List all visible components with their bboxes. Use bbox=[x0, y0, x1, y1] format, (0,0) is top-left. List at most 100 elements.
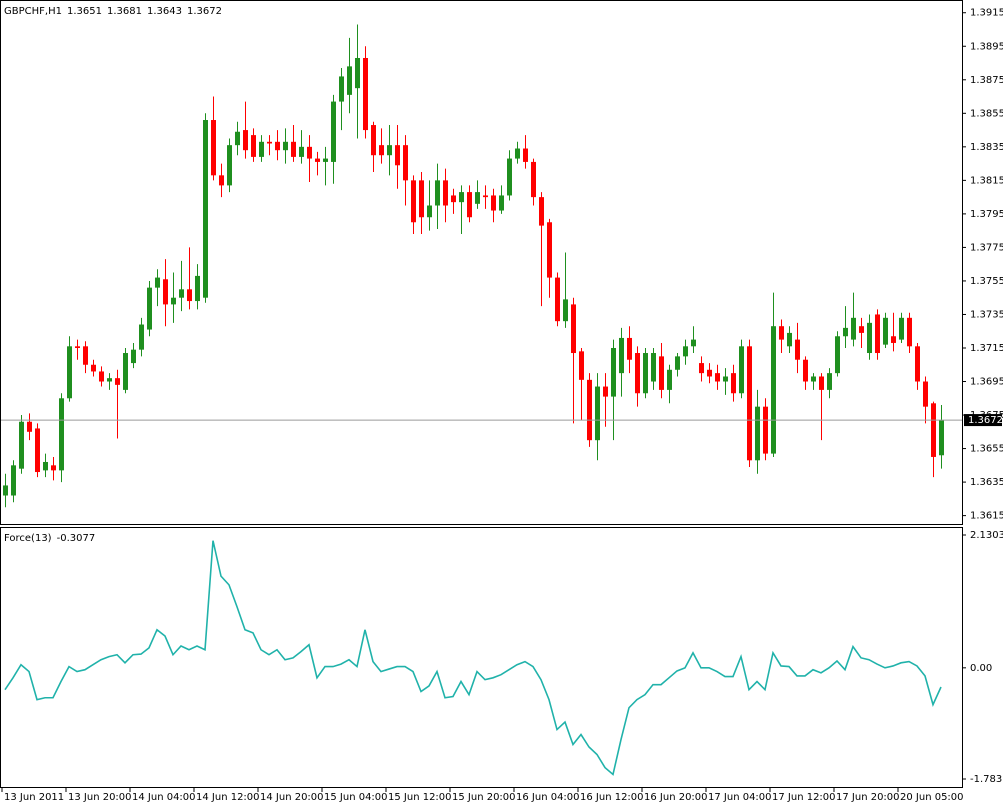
main-plot: 1.36151.36351.36551.36751.36951.37151.37… bbox=[1, 8, 1003, 522]
x-tick-label: 16 Jun 04:00 bbox=[516, 792, 580, 803]
candle-body bbox=[931, 403, 936, 457]
candle-body bbox=[99, 371, 104, 382]
candle-body bbox=[707, 369, 712, 377]
candle-body bbox=[739, 346, 744, 394]
y-tick-label: 1.3735 bbox=[970, 309, 1003, 320]
candle-body bbox=[251, 135, 256, 157]
candle-body bbox=[547, 222, 552, 278]
candle-body bbox=[467, 192, 472, 218]
candle-body bbox=[235, 131, 240, 146]
candle-body bbox=[171, 297, 176, 305]
candle-body bbox=[107, 378, 112, 382]
candle-body bbox=[323, 158, 328, 162]
x-tick-label: 14 Jun 04:00 bbox=[132, 792, 196, 803]
candle-body bbox=[659, 356, 664, 390]
candle-body bbox=[491, 195, 496, 211]
y-tick-label: -1.7831 bbox=[970, 774, 1003, 785]
candle-body bbox=[883, 317, 888, 345]
price-tag bbox=[964, 414, 1002, 427]
candle-body bbox=[603, 386, 608, 397]
y-tick-label: 1.3635 bbox=[970, 477, 1003, 488]
candle-body bbox=[227, 145, 232, 186]
candle-body bbox=[675, 356, 680, 370]
candle-body bbox=[219, 175, 224, 186]
candle-body bbox=[515, 148, 520, 159]
y-tick-label: 1.3715 bbox=[970, 343, 1003, 354]
y-tick-label: 1.3915 bbox=[970, 8, 1003, 19]
candle-body bbox=[507, 158, 512, 196]
candle-body bbox=[811, 376, 816, 382]
force-line bbox=[4, 540, 942, 776]
candle-body bbox=[907, 317, 912, 347]
candle-body bbox=[619, 337, 624, 374]
header-low: 1.3643 bbox=[147, 6, 182, 17]
candle-body bbox=[403, 145, 408, 181]
candle-body bbox=[115, 378, 120, 385]
x-tick-label: 15 Jun 04:00 bbox=[324, 792, 388, 803]
candle-body bbox=[691, 339, 696, 347]
candle-body bbox=[667, 369, 672, 390]
candle-body bbox=[923, 381, 928, 407]
indicator-last: -0.3077 bbox=[57, 533, 96, 544]
candle-body bbox=[195, 275, 200, 302]
candle-body bbox=[67, 346, 72, 399]
candle-body bbox=[443, 180, 448, 206]
x-tick-label: 17 Jun 04:00 bbox=[708, 792, 772, 803]
indicator-window bbox=[0, 527, 963, 788]
symbol-title: GBPCHF,H1 bbox=[4, 6, 62, 17]
candle-body bbox=[523, 148, 528, 162]
candle-body bbox=[339, 76, 344, 102]
candle-body bbox=[331, 101, 336, 162]
candle-body bbox=[123, 353, 128, 390]
x-tick-label: 15 Jun 20:00 bbox=[452, 792, 516, 803]
candle-body bbox=[411, 180, 416, 223]
x-tick-label: 14 Jun 12:00 bbox=[196, 792, 260, 803]
y-tick-label: 1.3835 bbox=[970, 142, 1003, 153]
x-tick-label: 16 Jun 20:00 bbox=[644, 792, 708, 803]
candle-body bbox=[139, 324, 144, 350]
candle-body bbox=[643, 353, 648, 394]
candle-body bbox=[803, 359, 808, 382]
candle-body bbox=[11, 465, 16, 496]
candle-body bbox=[795, 339, 800, 360]
x-tick-label: 20 Jun 05:00 bbox=[900, 792, 964, 803]
candle-body bbox=[315, 158, 320, 162]
candle-body bbox=[163, 279, 168, 305]
y-tick-label: 1.3795 bbox=[970, 209, 1003, 220]
candle-body bbox=[419, 180, 424, 218]
candle-body bbox=[459, 192, 464, 203]
candle-body bbox=[787, 332, 792, 347]
candle-body bbox=[75, 346, 80, 348]
candle-body bbox=[819, 376, 824, 390]
candle-body bbox=[771, 326, 776, 454]
candle-body bbox=[595, 386, 600, 441]
x-tick-label: 16 Jun 12:00 bbox=[580, 792, 644, 803]
candle-body bbox=[627, 337, 632, 360]
x-tick-label: 17 Jun 12:00 bbox=[772, 792, 836, 803]
candle-body bbox=[539, 197, 544, 226]
candle-body bbox=[747, 346, 752, 461]
candle-body bbox=[267, 141, 272, 144]
y-tick-label: 1.3695 bbox=[970, 377, 1003, 388]
candle-body bbox=[379, 145, 384, 156]
candle-body bbox=[835, 336, 840, 374]
indicator-title: Force(13) bbox=[4, 533, 52, 544]
header-open: 1.3651 bbox=[67, 6, 102, 17]
candle-body bbox=[579, 351, 584, 380]
header-close: 1.3672 bbox=[187, 6, 222, 17]
candle-body bbox=[187, 289, 192, 302]
candle-body bbox=[755, 406, 760, 461]
x-tick-label: 17 Jun 20:00 bbox=[836, 792, 900, 803]
candle-body bbox=[147, 287, 152, 330]
candle-body bbox=[59, 398, 64, 471]
candle-body bbox=[35, 428, 40, 473]
candle-body bbox=[259, 141, 264, 157]
candle-body bbox=[939, 420, 944, 456]
candle-body bbox=[891, 336, 896, 343]
candle-body bbox=[451, 195, 456, 203]
candle-body bbox=[243, 130, 248, 151]
candle-body bbox=[731, 373, 736, 394]
candle-body bbox=[635, 353, 640, 394]
candle-body bbox=[611, 347, 616, 397]
